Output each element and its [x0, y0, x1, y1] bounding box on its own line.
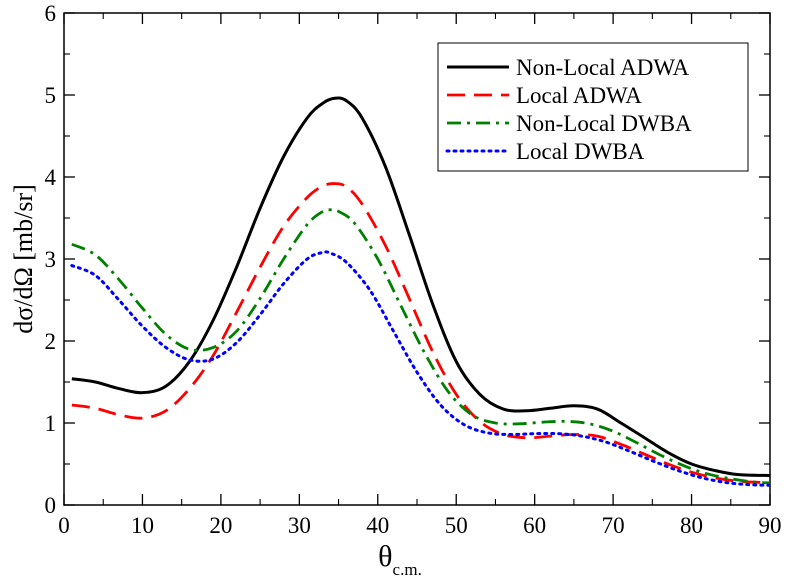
x-tick-label: 50 — [445, 513, 468, 538]
x-tick-label: 30 — [288, 513, 311, 538]
legend-label-local-dwba: Local DWBA — [516, 139, 645, 164]
y-tick-label: 5 — [45, 83, 57, 108]
axis-tick-labels: 0 10 20 30 40 50 60 70 80 90 0 1 2 3 4 5 6 — [45, 1, 782, 538]
x-tick-label: 90 — [759, 513, 782, 538]
legend-label-local-adwa: Local ADWA — [516, 83, 642, 108]
series-line-local-dwba — [70, 250, 770, 487]
x-tick-label: 80 — [680, 513, 703, 538]
y-tick-label: 1 — [45, 411, 57, 436]
legend-label-non-local-adwa: Non-Local ADWA — [516, 55, 689, 80]
axis-ticks — [63, 12, 771, 506]
x-tick-label: 20 — [209, 513, 232, 538]
legend-label-non-local-dwba: Non-Local DWBA — [516, 111, 692, 136]
series-line-non-local-adwa — [71, 96, 770, 477]
x-tick-label: 40 — [366, 513, 389, 538]
x-tick-label: 70 — [602, 513, 625, 538]
y-tick-label: 6 — [45, 1, 57, 26]
x-tick-label: 60 — [523, 513, 546, 538]
y-tick-label: 3 — [45, 247, 57, 272]
y-tick-label: 2 — [45, 329, 57, 354]
x-axis-label-subscript: c.m. — [393, 560, 422, 579]
series-line-non-local-dwba — [71, 208, 770, 485]
y-axis-label: dσ/dΩ [mb/sr] — [9, 184, 38, 334]
y-tick-label: 4 — [45, 165, 57, 190]
x-axis-label-symbol: θ — [378, 540, 392, 573]
x-axis-label: θc.m. — [378, 540, 422, 579]
series-lines — [70, 96, 770, 487]
x-tick-label: 0 — [58, 513, 70, 538]
x-tick-label: 10 — [131, 513, 154, 538]
series-line-local-adwa — [71, 182, 770, 485]
legend: Non-Local ADWA Local ADWA Non-Local DWBA Lo… — [437, 42, 749, 172]
y-tick-label: 0 — [45, 493, 57, 518]
